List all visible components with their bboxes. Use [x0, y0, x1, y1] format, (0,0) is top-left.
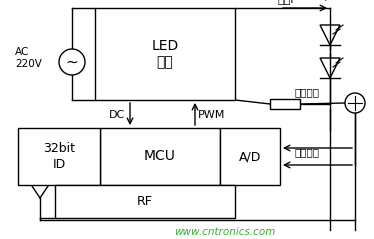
- Text: 光电传感: 光电传感: [295, 147, 320, 157]
- Text: 32bit
ID: 32bit ID: [43, 142, 75, 170]
- Text: MCU: MCU: [144, 150, 176, 163]
- Text: →: →: [318, 0, 327, 4]
- Text: ~: ~: [65, 54, 79, 70]
- Bar: [100, 128, 220, 185]
- Text: A/D: A/D: [239, 150, 261, 163]
- Text: LED
电源: LED 电源: [151, 39, 179, 69]
- Circle shape: [345, 93, 365, 113]
- Text: 电流采样: 电流采样: [295, 87, 320, 97]
- Circle shape: [59, 49, 85, 75]
- Bar: [18, 128, 100, 185]
- Bar: [220, 128, 280, 185]
- Text: AC
220V: AC 220V: [15, 47, 42, 69]
- Bar: [95, 8, 235, 100]
- Text: PWM: PWM: [198, 110, 226, 120]
- Text: 电流I: 电流I: [278, 0, 294, 4]
- Bar: [55, 185, 235, 218]
- Text: RF: RF: [137, 195, 153, 208]
- Text: DC: DC: [109, 110, 125, 120]
- Bar: [270, 99, 300, 109]
- Text: www.cntronics.com: www.cntronics.com: [174, 227, 276, 237]
